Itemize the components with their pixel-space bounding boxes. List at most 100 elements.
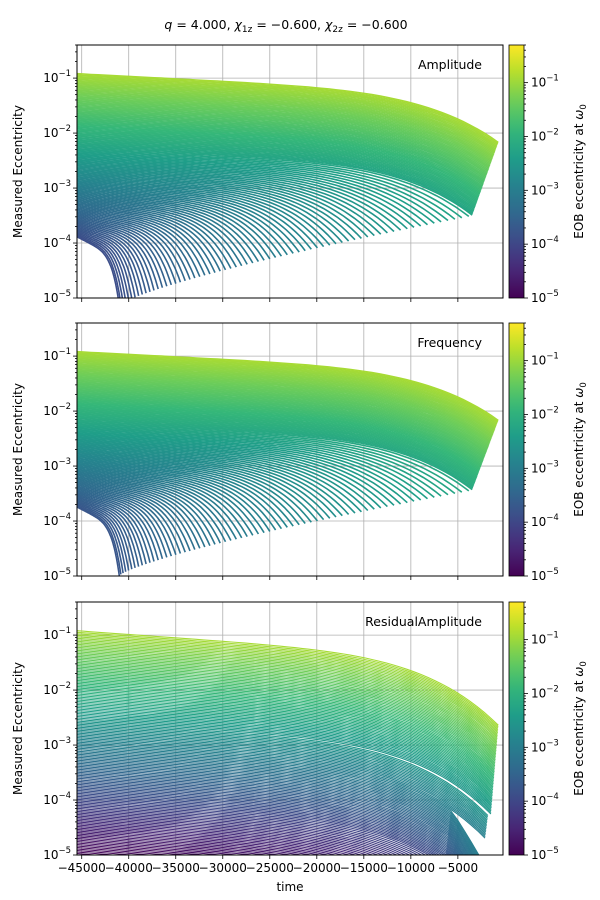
- colorbar-tick-label: 10−1: [531, 74, 559, 90]
- series-line: [77, 493, 151, 563]
- series-line: [77, 460, 277, 531]
- series-line: [77, 137, 476, 208]
- series-line: [77, 789, 446, 855]
- series-line: [77, 369, 492, 440]
- series-line: [77, 395, 483, 466]
- series-line: [77, 152, 442, 223]
- series-line: [77, 181, 306, 252]
- series-line: [77, 800, 427, 855]
- series-line: [77, 722, 489, 818]
- series-line: [77, 209, 191, 280]
- series-line: [77, 480, 196, 550]
- series-line: [77, 208, 196, 279]
- series-line: [77, 178, 319, 249]
- series-line: [77, 734, 487, 830]
- series-line: [77, 425, 449, 496]
- series-line: [77, 411, 477, 482]
- series-line: [77, 785, 450, 855]
- series-line: [77, 764, 466, 855]
- series-line: [77, 400, 481, 471]
- series-line: [77, 129, 479, 200]
- panel-residualamplitude: 10−5 10−4 10−3 10−2 10−1 −45000−40000−35000−3…: [11, 601, 589, 894]
- series-line: [77, 788, 447, 855]
- y-tick-label: 10−5: [43, 846, 71, 862]
- series-line: [77, 88, 494, 159]
- series-line: [77, 675, 495, 771]
- series-line: [77, 381, 488, 452]
- series-line: [77, 780, 454, 855]
- series-line: [77, 451, 319, 522]
- colorbar-label: EOB eccentricity at ω0: [572, 661, 589, 796]
- series-line: [77, 145, 473, 216]
- series-line: [77, 172, 343, 244]
- x-axis-label: time: [276, 880, 303, 894]
- series-line: [77, 433, 408, 504]
- series-line: [77, 685, 494, 782]
- series-line: [77, 200, 227, 271]
- series-line: [77, 703, 493, 800]
- series-line: [77, 679, 495, 776]
- series-line: [77, 403, 480, 474]
- x-tick-label: −15000: [340, 861, 388, 875]
- series-line: [77, 673, 495, 770]
- colorbar-tick-label: 10−2: [531, 127, 559, 143]
- series-line: [77, 430, 422, 501]
- y-axis-label: Measured Eccentricity: [11, 383, 25, 516]
- series-line: [77, 422, 463, 493]
- series-line: [77, 469, 238, 540]
- series-line: [77, 457, 288, 528]
- series-line: [77, 447, 337, 518]
- series-line: [77, 697, 493, 794]
- series-line: [77, 836, 283, 855]
- x-tick-label: −45000: [58, 861, 106, 875]
- series-line: [77, 366, 493, 437]
- series-line: [77, 418, 474, 489]
- x-tick-label: −20000: [293, 861, 341, 875]
- series-line: [77, 226, 140, 297]
- series-line: [77, 401, 480, 472]
- series-line: [77, 211, 186, 282]
- series-line: [77, 105, 487, 176]
- series-line: [77, 723, 488, 819]
- series-line: [77, 711, 492, 807]
- series-line: [77, 642, 498, 738]
- series-line: [77, 487, 168, 558]
- series-line: [77, 471, 232, 541]
- series-line: [77, 699, 493, 795]
- series-line: [77, 816, 380, 855]
- series-line: [77, 491, 155, 562]
- series-line: [77, 797, 433, 855]
- series-line: [77, 694, 494, 791]
- series-line: [77, 107, 487, 178]
- series-line: [77, 370, 492, 441]
- series-line: [77, 164, 382, 235]
- series-line: [77, 131, 478, 203]
- series-line: [77, 219, 159, 290]
- series-line: [77, 227, 136, 298]
- series-line: [77, 193, 254, 264]
- series-line: [77, 350, 499, 422]
- series-line: [77, 634, 499, 731]
- series-line: [77, 792, 441, 855]
- series-line: [77, 157, 415, 229]
- series-line: [77, 108, 486, 179]
- series-line: [77, 153, 435, 224]
- series-line: [77, 175, 331, 246]
- series-line: [77, 472, 227, 543]
- series-line: [77, 637, 499, 734]
- series-line: [77, 770, 462, 855]
- series-line: [77, 104, 488, 175]
- series-line: [77, 387, 485, 458]
- colorbar-tick-label: 10−1: [531, 352, 559, 368]
- series-line: [77, 833, 304, 855]
- series-line: [77, 386, 486, 457]
- series-line: [77, 356, 497, 427]
- panel-label: ResidualAmplitude: [365, 614, 482, 629]
- x-tick-label: −35000: [152, 861, 200, 875]
- x-axis: [81, 298, 459, 302]
- series-line: [77, 726, 488, 822]
- series-line: [77, 728, 488, 824]
- colorbar-tick-label: 10−5: [531, 289, 559, 305]
- series-line: [77, 218, 164, 288]
- series-line: [77, 761, 468, 855]
